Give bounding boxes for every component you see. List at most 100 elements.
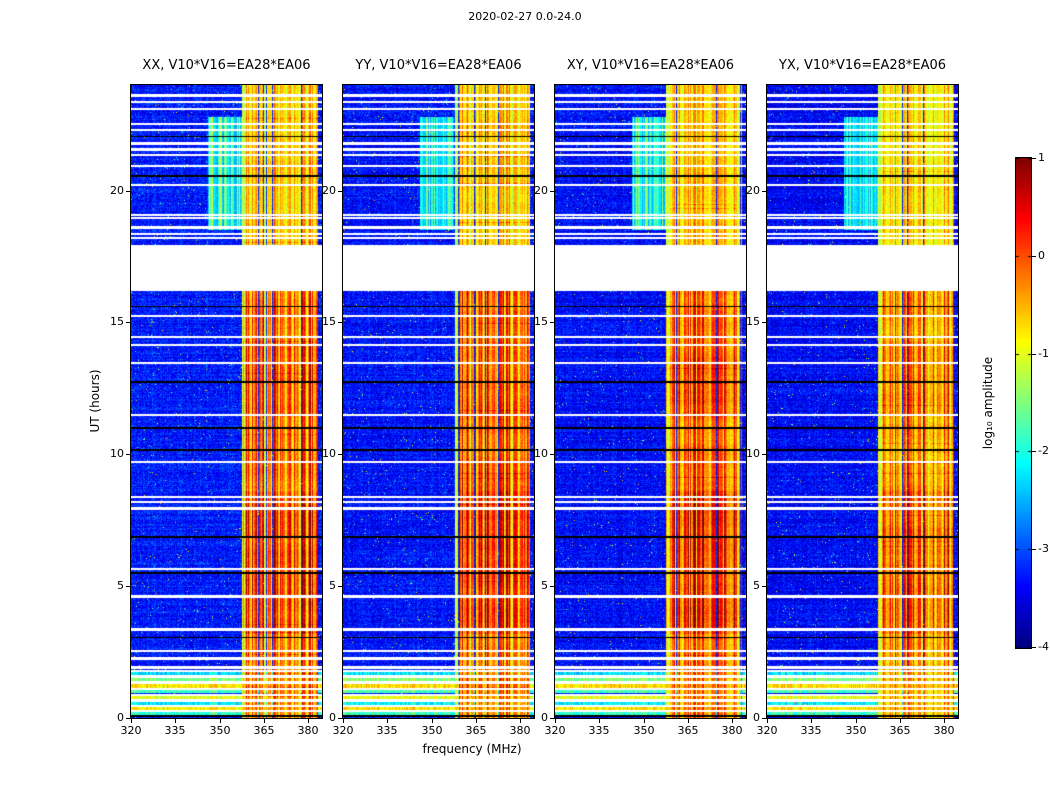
x-tick-mark: [264, 719, 265, 723]
x-tick-label: 380: [721, 724, 743, 737]
colorbar-tick-mark: [1032, 158, 1036, 159]
colorbar-tick-label: -1: [1038, 347, 1049, 360]
y-tick-label: 0: [541, 711, 548, 724]
y-tick-mark: [338, 454, 342, 455]
colorbar-tick-mark: [1032, 451, 1036, 452]
y-tick-mark: [762, 718, 766, 719]
colorbar-tick-mark: [1032, 354, 1036, 355]
y-tick-label: 0: [329, 711, 336, 724]
spectrogram-panel: [766, 84, 959, 719]
y-tick-mark: [126, 322, 130, 323]
x-tick-label: 365: [889, 724, 911, 737]
x-tick-label: 320: [120, 724, 142, 737]
y-tick-mark: [762, 586, 766, 587]
x-tick-mark: [732, 719, 733, 723]
x-tick-label: 350: [845, 724, 867, 737]
spectrogram-panel: [130, 84, 323, 719]
y-tick-mark: [550, 322, 554, 323]
x-tick-label: 365: [465, 724, 487, 737]
x-tick-mark: [688, 719, 689, 723]
x-tick-mark: [520, 719, 521, 723]
y-tick-label: 10: [322, 447, 336, 460]
panel-title: YY, V10*V16=EA28*EA06: [355, 58, 522, 73]
y-tick-label: 15: [534, 315, 548, 328]
x-tick-label: 350: [633, 724, 655, 737]
y-tick-label: 5: [329, 579, 336, 592]
x-tick-mark: [387, 719, 388, 723]
y-tick-label: 5: [117, 579, 124, 592]
x-tick-label: 365: [677, 724, 699, 737]
x-tick-label: 335: [588, 724, 610, 737]
x-tick-mark: [944, 719, 945, 723]
y-tick-label: 0: [117, 711, 124, 724]
x-tick-mark: [432, 719, 433, 723]
spectrogram-panel: [342, 84, 535, 719]
y-tick-mark: [550, 718, 554, 719]
spectrogram-canvas-2: [555, 85, 746, 718]
x-tick-mark: [131, 719, 132, 723]
y-tick-label: 5: [753, 579, 760, 592]
x-tick-label: 380: [297, 724, 319, 737]
panel-title: YX, V10*V16=EA28*EA06: [778, 58, 947, 73]
y-tick-label: 15: [322, 315, 336, 328]
colorbar-tick-label: 1: [1038, 151, 1045, 164]
y-tick-mark: [550, 191, 554, 192]
x-tick-mark: [811, 719, 812, 723]
colorbar-tick-label: -3: [1038, 542, 1049, 555]
colorbar-frame: [1015, 157, 1032, 649]
x-tick-label: 335: [376, 724, 398, 737]
x-tick-label: 320: [544, 724, 566, 737]
y-tick-label: 20: [534, 184, 548, 197]
y-tick-mark: [762, 454, 766, 455]
x-tick-label: 335: [800, 724, 822, 737]
y-tick-mark: [338, 586, 342, 587]
y-tick-label: 20: [322, 184, 336, 197]
spectrogram-panel: [554, 84, 747, 719]
y-tick-label: 15: [110, 315, 124, 328]
x-tick-label: 335: [164, 724, 186, 737]
y-tick-label: 0: [753, 711, 760, 724]
x-tick-label: 320: [756, 724, 778, 737]
y-tick-mark: [338, 718, 342, 719]
y-tick-mark: [338, 322, 342, 323]
x-tick-mark: [644, 719, 645, 723]
x-tick-mark: [555, 719, 556, 723]
y-tick-mark: [550, 454, 554, 455]
colorbar-tick-mark: [1032, 549, 1036, 550]
x-tick-mark: [220, 719, 221, 723]
y-tick-mark: [126, 191, 130, 192]
colorbar-tick-label: -2: [1038, 444, 1049, 457]
spectrogram-canvas-1: [343, 85, 534, 718]
y-tick-mark: [126, 586, 130, 587]
x-tick-label: 380: [509, 724, 531, 737]
x-tick-label: 350: [421, 724, 443, 737]
x-tick-mark: [476, 719, 477, 723]
panel-title: XX, V10*V16=EA28*EA06: [142, 58, 311, 73]
x-tick-mark: [767, 719, 768, 723]
y-tick-label: 20: [746, 184, 760, 197]
spectrogram-canvas-0: [131, 85, 322, 718]
colorbar-tick-mark: [1032, 256, 1036, 257]
x-tick-mark: [175, 719, 176, 723]
x-tick-label: 350: [209, 724, 231, 737]
colorbar-tick-mark: [1032, 647, 1036, 648]
colorbar-tick-label: 0: [1038, 249, 1045, 262]
y-tick-label: 5: [541, 579, 548, 592]
x-tick-mark: [343, 719, 344, 723]
colorbar-canvas: [1016, 158, 1031, 648]
x-tick-mark: [308, 719, 309, 723]
x-tick-label: 380: [933, 724, 955, 737]
x-tick-label: 365: [253, 724, 275, 737]
spectrogram-canvas-3: [767, 85, 958, 718]
panel-title: XY, V10*V16=EA28*EA06: [566, 58, 735, 73]
y-tick-label: 20: [110, 184, 124, 197]
y-tick-mark: [126, 718, 130, 719]
x-tick-mark: [599, 719, 600, 723]
y-axis-label: UT (hours): [88, 369, 102, 433]
colorbar-label: log₁₀ amplitude: [981, 356, 995, 450]
x-tick-mark: [856, 719, 857, 723]
figure-title: 2020-02-27 0.0-24.0: [468, 10, 582, 23]
y-tick-mark: [126, 454, 130, 455]
x-tick-label: 320: [332, 724, 354, 737]
